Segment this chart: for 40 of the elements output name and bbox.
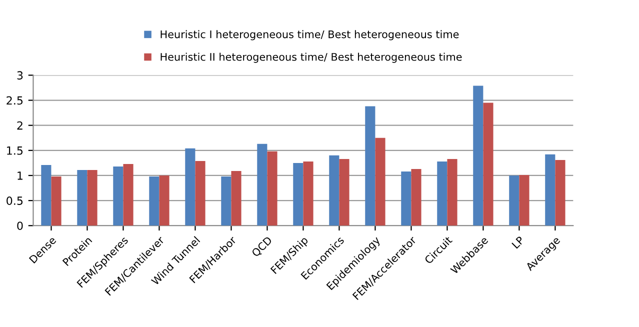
y-tick-label: 2.5 bbox=[6, 96, 23, 105]
bar bbox=[545, 154, 556, 226]
bar bbox=[87, 170, 98, 226]
bar bbox=[221, 176, 232, 226]
bar bbox=[77, 170, 88, 226]
bar bbox=[231, 170, 242, 226]
x-tick-label: LP bbox=[512, 236, 525, 249]
bar bbox=[483, 102, 494, 226]
bar bbox=[123, 164, 134, 226]
y-tick-label: 1 bbox=[18, 172, 22, 180]
legend-label: Heuristic II heterogeneous time/ Best heterogeneous time bbox=[160, 52, 462, 63]
bar bbox=[303, 161, 314, 226]
y-tick-label: 1.5 bbox=[7, 146, 23, 155]
bar bbox=[473, 86, 484, 226]
bar bbox=[401, 171, 412, 226]
legend-label: Heuristic I heterogeneous time/ Best heterogeneous time bbox=[160, 30, 459, 40]
bar bbox=[293, 162, 304, 226]
bar bbox=[41, 164, 52, 226]
bar bbox=[185, 148, 196, 226]
bar bbox=[447, 158, 458, 226]
bar bbox=[51, 176, 62, 226]
bar bbox=[267, 151, 278, 226]
bar bbox=[329, 155, 340, 226]
y-tick-label: 0 bbox=[17, 222, 23, 230]
bar bbox=[509, 175, 520, 226]
bar bbox=[113, 166, 124, 226]
bar bbox=[257, 144, 268, 226]
bar bbox=[411, 168, 422, 226]
bar bbox=[437, 161, 448, 226]
bar bbox=[195, 160, 206, 226]
bar bbox=[339, 158, 350, 226]
bar bbox=[149, 176, 160, 226]
y-tick-label: 2 bbox=[17, 121, 22, 130]
y-tick-label: 0.5 bbox=[6, 196, 23, 205]
bar bbox=[365, 106, 376, 226]
bar bbox=[159, 175, 170, 226]
bar bbox=[519, 174, 530, 226]
y-tick-label: 3 bbox=[17, 71, 23, 80]
bar bbox=[375, 138, 386, 226]
bar bbox=[555, 160, 566, 226]
